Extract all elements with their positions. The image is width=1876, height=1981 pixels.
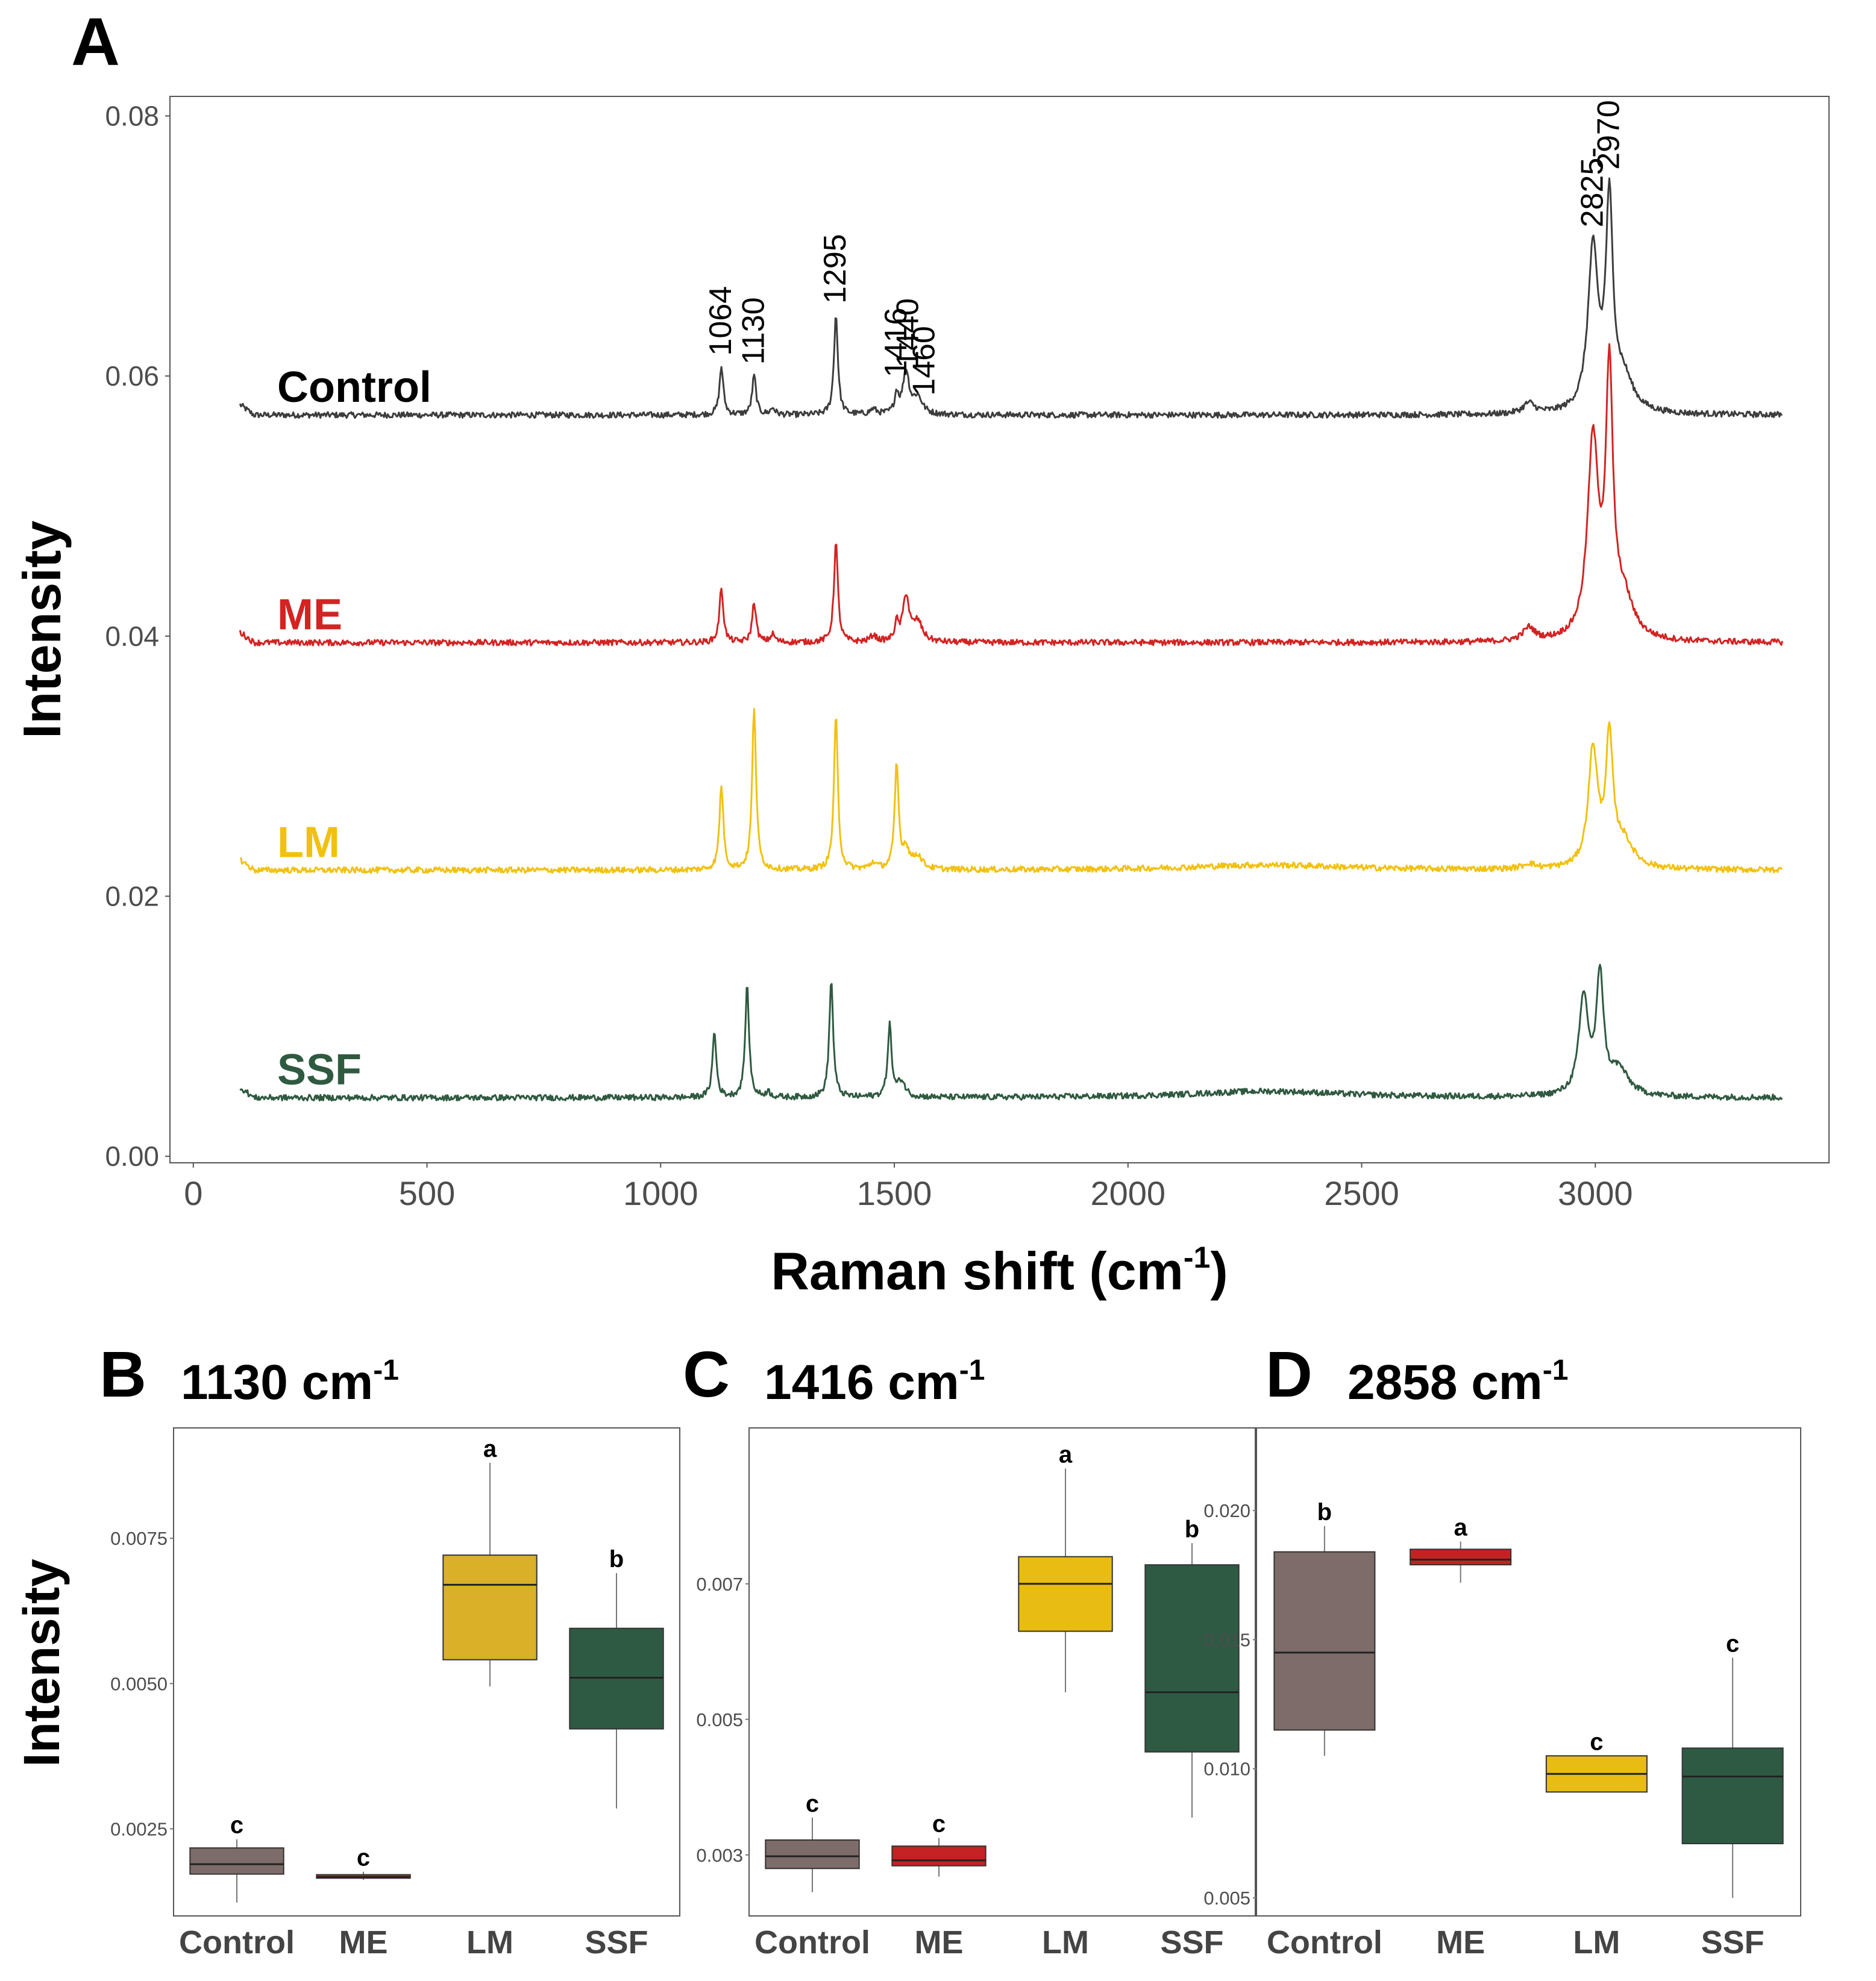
panel-b-title: 1130 cm-1 <box>181 1354 399 1410</box>
x-tick-label: 2500 <box>1324 1174 1399 1212</box>
x-category-label: ME <box>1436 1924 1485 1961</box>
significance-letter: b <box>609 1546 624 1573</box>
y-tick-label: 0.010 <box>1203 1759 1250 1780</box>
y-tick-label: 0.04 <box>105 621 159 652</box>
series-label-control: Control <box>277 363 431 412</box>
panel-d-letter: D <box>1266 1338 1313 1410</box>
panel-c-title-sup: -1 <box>959 1354 985 1386</box>
peak-annotation: 1416 <box>879 308 914 378</box>
box-control <box>189 1847 284 1875</box>
y-tick-label: 0.0050 <box>110 1673 168 1694</box>
plot-frame <box>748 1427 1256 1917</box>
series-label-ssf: SSF <box>277 1046 362 1094</box>
x-category-label: LM <box>466 1924 513 1961</box>
box-control <box>1273 1551 1376 1731</box>
peak-annotation: 1460 <box>906 326 941 396</box>
x-tick-label: 3000 <box>1558 1174 1633 1212</box>
box-ssf <box>1144 1564 1240 1753</box>
panel-c-title: 1416 cm-1 <box>764 1354 985 1410</box>
y-tick-label: 0.06 <box>105 360 159 392</box>
x-category-label: Control <box>179 1924 295 1961</box>
plot-frame <box>1256 1427 1801 1917</box>
x-category-label: SSF <box>585 1924 648 1961</box>
spectrum-line-ssf <box>239 963 1783 1102</box>
x-axis-label: Raman shift (cm-1) <box>771 1241 1228 1301</box>
peak-annotation: 2970 <box>1592 100 1627 170</box>
box-control <box>765 1839 860 1870</box>
y-tick-label: 0.02 <box>105 881 159 912</box>
x-category-label: SSF <box>1701 1924 1765 1961</box>
boxplot-y-axis-label: Intensity <box>13 1559 70 1767</box>
y-tick-label: 0.015 <box>1203 1629 1250 1650</box>
y-tick-label: 0.0025 <box>110 1818 168 1839</box>
x-category-label: Control <box>754 1924 870 1961</box>
y-axis-label: Intensity <box>12 521 72 739</box>
panel-d-title-sup: -1 <box>1543 1354 1569 1386</box>
significance-letter: a <box>483 1436 497 1462</box>
peak-annotation: 1130 <box>736 297 771 365</box>
y-tick-label: 0.003 <box>696 1845 743 1866</box>
x-category-label: LM <box>1573 1924 1620 1961</box>
box-lm <box>442 1554 538 1660</box>
raman-spectra-panel: 0.00 0.02 0.04 0.06 0.08 0 500 1000 1500 2000 2500… <box>12 96 1830 1301</box>
x-category-label: ME <box>339 1924 388 1961</box>
x-category-label: ME <box>915 1924 964 1961</box>
panel-b-title-text: 1130 cm <box>181 1355 373 1410</box>
boxplot-panel-1416: 0.003 0.005 0.007 c Control c ME a LM b SSF <box>696 1427 1256 1961</box>
significance-letter: c <box>1590 1729 1603 1755</box>
plot-frame <box>169 96 1830 1163</box>
x-tick-label: 0 <box>184 1174 202 1212</box>
peak-annotation: 1440 <box>890 298 925 368</box>
x-axis-label-text: Raman shift (cm <box>771 1241 1184 1301</box>
box-ssf <box>1681 1747 1784 1844</box>
y-tick-label: 0.007 <box>696 1574 743 1595</box>
significance-letter: b <box>1185 1516 1199 1542</box>
peak-annotation: 1064 <box>703 286 738 356</box>
x-category-label: LM <box>1042 1924 1089 1961</box>
panel-d-title: 2858 cm-1 <box>1347 1354 1568 1410</box>
peak-annotation: 2825- <box>1575 147 1610 227</box>
significance-letter: c <box>806 1791 819 1817</box>
spectrum-line-lm <box>239 708 1783 874</box>
x-tick-label: 1000 <box>623 1174 698 1212</box>
y-tick-label: 0.005 <box>696 1709 743 1730</box>
x-category-label: Control <box>1267 1924 1382 1961</box>
y-tick-label: 0.005 <box>1203 1888 1250 1909</box>
significance-letter: a <box>1454 1515 1468 1541</box>
peak-annotation: 1295 <box>818 234 853 304</box>
x-axis-label-close: ) <box>1210 1241 1228 1301</box>
x-tick-label: 1500 <box>857 1174 932 1212</box>
x-category-label: SSF <box>1160 1924 1223 1961</box>
spectrum-line-me <box>239 343 1783 646</box>
significance-letter: c <box>1726 1630 1739 1657</box>
boxplot-panel-2858: 0.005 0.010 0.015 0.020 b Control a ME c LM c SSF <box>1203 1427 1801 1961</box>
significance-letter: c <box>932 1811 946 1838</box>
significance-letter: a <box>1059 1442 1073 1468</box>
plot-frame <box>173 1427 680 1917</box>
panel-c-letter: C <box>683 1338 730 1410</box>
panel-b-title-sup: -1 <box>373 1354 399 1386</box>
significance-letter: c <box>357 1845 370 1871</box>
box-lm <box>1018 1556 1113 1632</box>
panel-d-title-text: 2858 cm <box>1347 1355 1543 1410</box>
y-tick-label: 0.08 <box>105 100 159 131</box>
x-tick-label: 500 <box>399 1174 455 1212</box>
panel-b-letter: B <box>99 1338 146 1410</box>
spectrum-line-control <box>239 177 1783 419</box>
significance-letter: c <box>230 1812 243 1839</box>
panel-c-title-text: 1416 cm <box>764 1355 959 1410</box>
series-label-me: ME <box>277 591 342 639</box>
series-label-lm: LM <box>277 818 340 866</box>
x-tick-label: 2000 <box>1090 1174 1165 1212</box>
panel-a-letter: A <box>71 4 120 80</box>
boxplot-panel-1130: 0.0025 0.0050 0.0075 c Control c ME a LM b SSF <box>110 1427 680 1961</box>
box-me <box>1410 1548 1512 1566</box>
y-tick-label: 0.020 <box>1203 1500 1250 1521</box>
y-tick-label: 0.0075 <box>110 1528 168 1549</box>
significance-letter: b <box>1317 1499 1332 1526</box>
box-me <box>891 1845 987 1867</box>
x-axis-label-sup: -1 <box>1184 1241 1210 1274</box>
y-tick-label: 0.00 <box>105 1141 159 1172</box>
